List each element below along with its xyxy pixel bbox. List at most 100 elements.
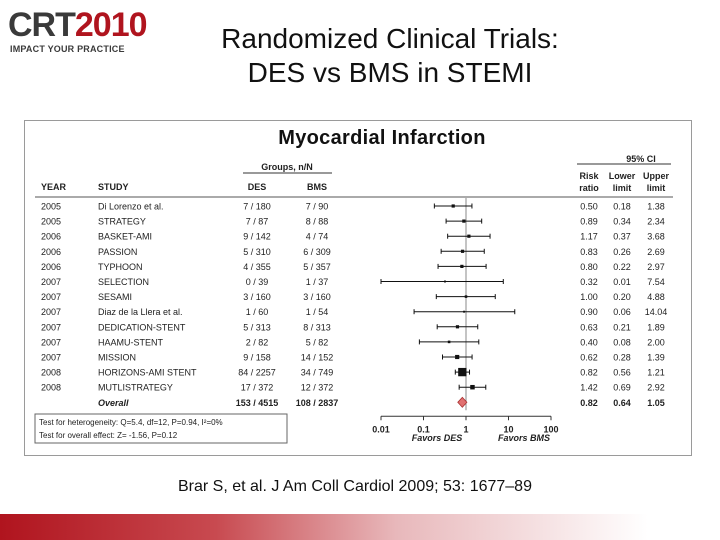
header-year: YEAR — [41, 182, 67, 192]
slide-title-line-2: DES vs BMS in STEMI — [247, 57, 533, 88]
forest-plot: YEAR STUDY Groups, n/N DES BMS 95% CI Ri… — [34, 154, 673, 444]
slide-title-line-1: Randomized Clinical Trials: — [221, 23, 559, 54]
overall-diamond — [457, 396, 468, 408]
row-lower-limit: 0.26 — [613, 247, 631, 257]
row-upper-limit: 2.97 — [647, 262, 665, 272]
row-risk-ratio: 0.90 — [580, 307, 598, 317]
forest-plot-figure: YEAR STUDY Groups, n/N DES BMS 95% CI Ri… — [24, 120, 692, 456]
row-risk-ratio: 0.83 — [580, 247, 598, 257]
row-risk-ratio: 1.00 — [580, 292, 598, 302]
point-estimate — [467, 234, 471, 238]
row-risk-ratio: 0.50 — [580, 202, 598, 212]
slide-title: Randomized Clinical Trials: DES vs BMS i… — [160, 22, 620, 90]
x-axis-tick-label: 100 — [543, 424, 558, 434]
row-des: 7 / 87 — [246, 217, 269, 227]
point-estimate — [464, 295, 468, 298]
point-estimate — [455, 354, 460, 360]
row-lower-limit: 0.06 — [613, 307, 631, 317]
overall-effect-test: Test for overall effect: Z= -1.56, P=0.1… — [39, 431, 178, 440]
row-des: 5 / 313 — [243, 322, 271, 332]
row-study: PASSION — [98, 247, 137, 257]
row-upper-limit: 1.38 — [647, 202, 665, 212]
heterogeneity-test: Test for heterogeneity: Q=5.4, df=12, P=… — [39, 418, 223, 427]
overall-label: Overall — [98, 398, 129, 408]
row-lower-limit: 0.34 — [613, 217, 631, 227]
row-study: HORIZONS-AMI STENT — [98, 368, 197, 378]
row-upper-limit: 7.54 — [647, 277, 665, 287]
logo-year: 2010 — [74, 6, 148, 44]
test-statistics-box — [34, 413, 288, 444]
row-study: MUTLISTRATEGY — [98, 383, 173, 393]
row-lower-limit: 0.08 — [613, 337, 631, 347]
overall-lower-limit: 0.64 — [613, 398, 631, 408]
row-upper-limit: 1.21 — [647, 368, 665, 378]
row-upper-limit: 2.34 — [647, 217, 665, 227]
header-groups: Groups, n/N — [261, 162, 313, 172]
row-study: SESAMI — [98, 292, 132, 302]
header-risk-bottom: ratio — [579, 183, 599, 193]
logo-wordmark: CRT2010 — [8, 6, 148, 44]
row-upper-limit: 3.68 — [647, 232, 665, 242]
row-risk-ratio: 1.17 — [580, 232, 598, 242]
point-estimate — [463, 310, 466, 313]
figure-heading-text: Myocardial Infarction — [278, 127, 486, 149]
row-lower-limit: 0.21 — [613, 322, 631, 332]
point-estimate — [455, 325, 460, 329]
row-bms: 8 / 313 — [303, 322, 331, 332]
row-risk-ratio: 1.42 — [580, 383, 598, 393]
row-des: 9 / 158 — [243, 353, 271, 363]
row-year: 2008 — [41, 368, 61, 378]
row-risk-ratio: 0.62 — [580, 353, 598, 363]
row-bms: 14 / 152 — [301, 353, 334, 363]
row-upper-limit: 4.88 — [647, 292, 665, 302]
row-lower-limit: 0.20 — [613, 292, 631, 302]
header-bms: BMS — [307, 182, 327, 192]
row-des: 2 / 82 — [246, 337, 269, 347]
header-study: STUDY — [98, 182, 129, 192]
header-risk-top: Risk — [579, 171, 599, 181]
favors-des-label: Favors DES — [412, 433, 463, 443]
row-lower-limit: 0.22 — [613, 262, 631, 272]
row-des: 84 / 2257 — [238, 368, 276, 378]
row-year: 2007 — [41, 337, 61, 347]
overall-upper-limit: 1.05 — [647, 398, 665, 408]
point-estimate — [470, 384, 475, 390]
header-lower-bottom: limit — [613, 183, 632, 193]
forest-plot-rows: 2005 Di Lorenzo et al. 7 / 180 7 / 90 0.50 0.… — [41, 198, 667, 434]
row-bms: 4 / 74 — [306, 232, 329, 242]
row-bms: 7 / 90 — [306, 202, 329, 212]
row-year: 2005 — [41, 217, 61, 227]
row-des: 5 / 310 — [243, 247, 271, 257]
header-lower-top: Lower — [609, 171, 636, 181]
row-study: MISSION — [98, 353, 136, 363]
row-risk-ratio: 0.89 — [580, 217, 598, 227]
footer-gradient-bar — [0, 514, 720, 540]
row-bms: 5 / 82 — [306, 337, 329, 347]
row-study: TYPHOON — [98, 262, 143, 272]
row-des: 7 / 180 — [243, 202, 271, 212]
row-bms: 8 / 88 — [306, 217, 329, 227]
row-bms: 5 / 357 — [303, 262, 331, 272]
row-risk-ratio: 0.82 — [580, 368, 598, 378]
logo-crt: CRT — [8, 6, 76, 44]
row-study: STRATEGY — [98, 217, 146, 227]
row-upper-limit: 2.00 — [647, 337, 665, 347]
header-upper-bottom: limit — [647, 183, 666, 193]
row-bms: 12 / 372 — [301, 383, 334, 393]
x-axis-tick-label: 1 — [463, 424, 468, 434]
row-bms: 6 / 309 — [303, 247, 331, 257]
row-risk-ratio: 0.80 — [580, 262, 598, 272]
point-estimate — [447, 340, 451, 344]
point-estimate — [458, 367, 467, 377]
header-ci: 95% CI — [626, 154, 656, 164]
point-estimate — [460, 249, 465, 253]
row-year: 2007 — [41, 322, 61, 332]
row-study: DEDICATION-STENT — [98, 322, 186, 332]
row-lower-limit: 0.18 — [613, 202, 631, 212]
header-des: DES — [248, 182, 267, 192]
row-lower-limit: 0.01 — [613, 277, 631, 287]
x-axis-tick-label: 0.01 — [372, 424, 390, 434]
row-bms: 3 / 160 — [303, 292, 331, 302]
row-bms: 1 / 54 — [306, 307, 329, 317]
row-year: 2008 — [41, 383, 61, 393]
